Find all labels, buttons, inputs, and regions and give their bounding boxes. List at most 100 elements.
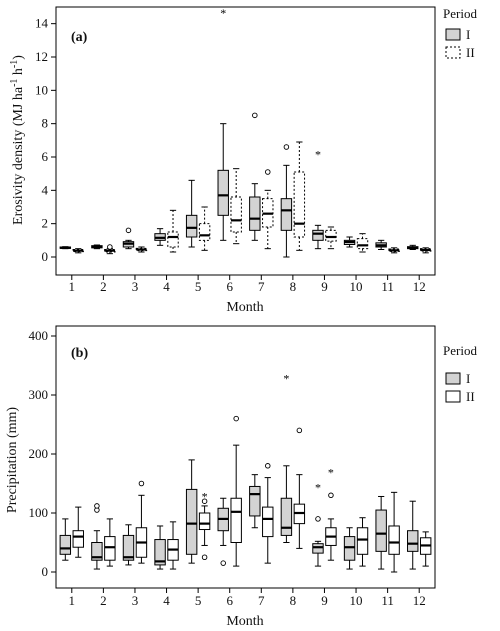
box-iqr (217, 169, 229, 216)
x-tick-label-a: 1 (69, 279, 76, 294)
box-b-period-2-month-10 (356, 517, 369, 567)
extreme-point: * (220, 6, 226, 20)
box-b-period-2-month-1 (72, 506, 84, 558)
box-b-period-1-month-9: * (312, 480, 324, 567)
legend-b: Period I II (443, 343, 477, 404)
box-b-period-1-month-3 (122, 524, 135, 566)
box-iqr (59, 534, 72, 555)
box-b-period-2-month-6 (230, 415, 242, 567)
x-axis-label-b: Month (226, 614, 263, 629)
outlier-point (315, 516, 321, 522)
outlier-point (265, 169, 271, 175)
x-tick-label-a: 12 (413, 279, 426, 294)
y-tick-label-b: 400 (29, 328, 49, 343)
box-a-period-1-month-7 (249, 112, 261, 241)
box-a-period-1-month-4 (154, 228, 166, 246)
x-tick-label-b: 2 (100, 593, 107, 608)
x-ticks-b: 1 2 3 4 5 6 7 8 9 10 11 12 (69, 588, 426, 608)
box-iqr (388, 525, 400, 555)
y-tick-label-a: 4 (42, 182, 49, 197)
box-iqr (104, 536, 116, 561)
box-iqr (122, 534, 135, 561)
box-iqr (325, 229, 337, 242)
box-iqr (262, 506, 274, 538)
x-tick-label-b: 7 (258, 593, 265, 608)
box-iqr (91, 542, 103, 561)
extreme-point: * (328, 466, 334, 480)
legend-label-a-period-1: I (466, 27, 470, 42)
legend-swatch-b-period-1 (445, 372, 461, 385)
box-b-period-1-month-6 (217, 497, 229, 566)
x-tick-label-b: 4 (163, 593, 170, 608)
y-tick-label-a: 12 (35, 49, 48, 64)
x-tick-label-a: 5 (195, 279, 202, 294)
outlier-point (328, 492, 334, 499)
x-tick-label-b: 9 (321, 593, 328, 608)
boxes-b: * * * * (59, 371, 432, 573)
box-iqr (249, 485, 261, 517)
box-iqr (280, 497, 293, 536)
box-b-period-2-month-2 (104, 518, 116, 567)
box-iqr (154, 539, 166, 566)
box-b-period-1-month-8: * (280, 371, 293, 543)
box-b-period-2-month-7 (262, 463, 274, 564)
legend-label-b-period-1: I (466, 371, 470, 386)
x-axis-label-a: Month (226, 300, 263, 315)
y-ticks-a: 0 2 4 6 8 10 12 14 (35, 16, 56, 264)
box-iqr (230, 196, 242, 233)
legend-title-b: Period (443, 343, 477, 358)
panel-label-a: (a) (71, 30, 88, 45)
box-iqr (356, 527, 369, 555)
box-a-period-2-month-7 (262, 169, 274, 250)
outlier-point (265, 463, 271, 469)
box-a-period-2-month-4 (167, 209, 179, 253)
x-tick-label-b: 8 (290, 593, 297, 608)
box-b-period-2-month-9: * (325, 466, 337, 561)
box-b-period-2-month-5: * (198, 489, 211, 561)
legend-a: Period I II (443, 6, 477, 60)
legend-label-a-period-2: II (466, 45, 475, 60)
x-tick-label-a: 7 (258, 279, 265, 294)
box-a-period-1-month-3 (122, 227, 135, 250)
box-iqr (407, 530, 419, 552)
box-a-period-2-month-12 (419, 247, 432, 254)
panel-b: (b) Month Precipitation (mm) Period I II… (5, 325, 477, 629)
outlier-point (94, 503, 100, 509)
extreme-point: * (283, 371, 289, 385)
x-tick-label-b: 1 (69, 593, 76, 608)
box-b-period-2-month-3 (135, 480, 148, 564)
x-tick-label-b: 12 (413, 593, 426, 608)
box-iqr (356, 238, 369, 250)
box-iqr (280, 198, 293, 231)
box-iqr (230, 497, 242, 543)
box-a-period-2-month-10 (356, 233, 369, 253)
x-tick-label-b: 10 (350, 593, 363, 608)
box-a-period-2-month-6 (230, 168, 242, 245)
box-b-period-2-month-8 (293, 427, 306, 549)
y-tick-label-b: 200 (29, 446, 49, 461)
y-tick-label-a: 0 (42, 249, 49, 264)
outlier-point (283, 144, 290, 150)
legend-swatch-a-period-2 (445, 46, 461, 59)
outlier-point (125, 227, 132, 234)
y-tick-label-b: 0 (42, 564, 49, 579)
y-tick-label-b: 300 (29, 387, 49, 402)
x-tick-label-a: 2 (100, 279, 107, 294)
box-a-period-1-month-9: * (312, 148, 324, 250)
extreme-point: * (315, 148, 321, 162)
box-a-period-1-month-2 (91, 244, 103, 250)
box-b-period-2-month-12 (419, 531, 432, 567)
box-iqr (198, 223, 211, 241)
box-b-period-1-month-2 (91, 503, 103, 570)
box-iqr (343, 536, 356, 561)
x-tick-label-a: 4 (163, 279, 170, 294)
box-iqr (312, 229, 324, 241)
legend-title-a: Period (443, 6, 477, 21)
panel-label-b: (b) (71, 346, 88, 361)
y-tick-label-a: 8 (42, 116, 49, 131)
x-tick-label-b: 11 (381, 593, 394, 608)
outlier-point (252, 112, 258, 119)
box-iqr (167, 231, 179, 248)
box-b-period-1-month-5 (185, 459, 198, 564)
